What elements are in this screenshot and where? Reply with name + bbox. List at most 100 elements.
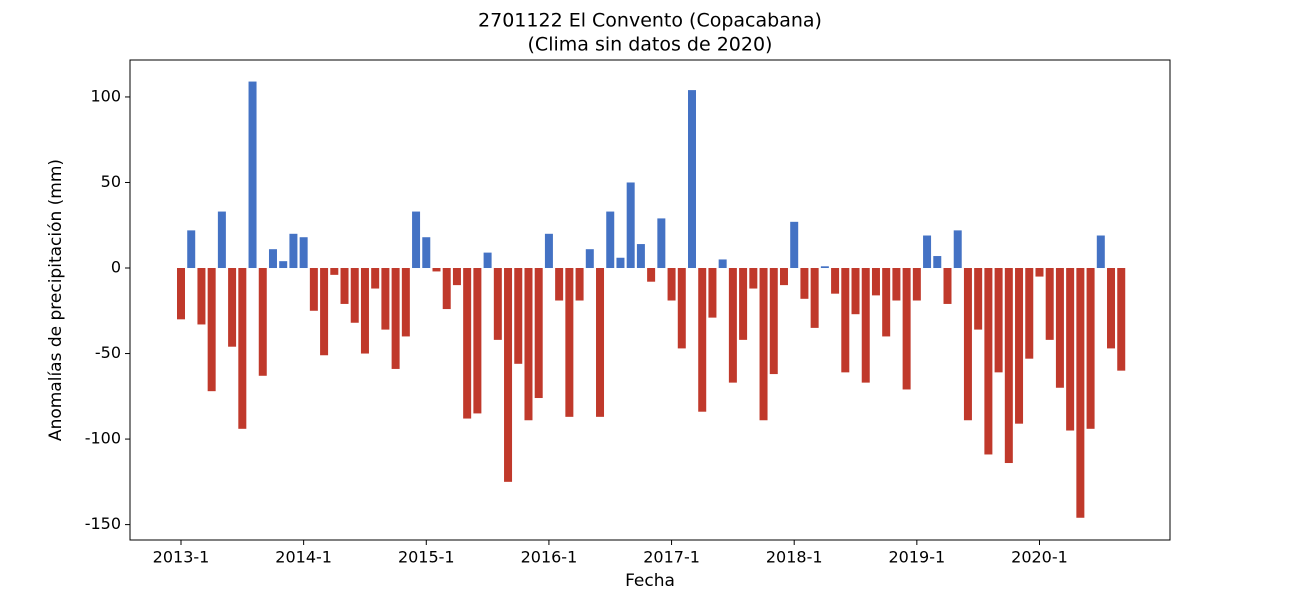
bar xyxy=(575,268,584,301)
bar xyxy=(718,259,727,269)
bar xyxy=(187,230,196,269)
bar xyxy=(452,268,461,286)
bar xyxy=(197,268,206,325)
bar xyxy=(177,268,185,320)
bar xyxy=(493,268,502,340)
bar xyxy=(851,268,860,315)
bar xyxy=(524,268,533,421)
chart-title: 2701122 El Convento (Copacabana) xyxy=(478,10,822,32)
bar xyxy=(268,249,277,269)
y-tick-label: 0 xyxy=(111,258,121,277)
x-tick-label: 2015-1 xyxy=(398,548,455,567)
bar xyxy=(422,237,431,269)
bar xyxy=(902,268,911,390)
bar xyxy=(473,268,482,414)
bar xyxy=(1004,268,1013,464)
bar xyxy=(463,268,472,419)
bar xyxy=(953,230,962,269)
bar xyxy=(360,268,369,354)
bar xyxy=(698,268,707,412)
chart-subtitle: (Clima sin datos de 2020) xyxy=(528,34,773,56)
bar xyxy=(299,237,308,269)
y-tick-label: 100 xyxy=(90,86,121,105)
bar xyxy=(320,268,329,356)
bar xyxy=(1025,268,1034,359)
bar xyxy=(739,268,748,340)
x-tick-label: 2020-1 xyxy=(1011,548,1068,567)
bar xyxy=(1055,268,1064,388)
bar xyxy=(217,211,226,269)
bar xyxy=(984,268,993,455)
bar xyxy=(800,268,809,299)
bar xyxy=(555,268,564,301)
bar xyxy=(1076,268,1085,518)
bar xyxy=(391,268,400,369)
bar xyxy=(831,268,840,294)
bar xyxy=(1096,235,1105,269)
bar xyxy=(1107,268,1116,349)
bar xyxy=(514,268,523,364)
x-tick-label: 2017-1 xyxy=(643,548,700,567)
bar xyxy=(381,268,390,330)
bar xyxy=(340,268,349,304)
bar xyxy=(606,211,615,269)
bar xyxy=(933,256,942,269)
bar xyxy=(1117,268,1126,371)
bar xyxy=(585,249,594,269)
bar xyxy=(534,268,543,399)
bar xyxy=(258,268,267,376)
bar xyxy=(728,268,737,383)
bar xyxy=(1035,268,1044,277)
bar xyxy=(677,268,686,349)
bar xyxy=(657,218,666,269)
bar xyxy=(1015,268,1024,424)
bar xyxy=(401,268,410,337)
y-tick-label: -150 xyxy=(85,514,121,533)
bar xyxy=(841,268,850,373)
y-axis-label: Anomalías de precipitación (mm) xyxy=(46,159,66,441)
bar xyxy=(289,233,298,269)
plot-frame xyxy=(129,59,1171,541)
bar xyxy=(1066,268,1075,431)
y-tick-label: -50 xyxy=(95,343,121,362)
x-tick-label: 2014-1 xyxy=(275,548,332,567)
bar xyxy=(442,268,451,310)
bar xyxy=(759,268,768,421)
x-tick-label: 2019-1 xyxy=(889,548,946,567)
bar xyxy=(882,268,891,337)
bar xyxy=(912,268,921,301)
x-tick-label: 2018-1 xyxy=(766,548,823,567)
bar xyxy=(626,182,635,269)
bar xyxy=(565,268,574,417)
x-tick-label: 2013-1 xyxy=(153,548,210,567)
bar xyxy=(974,268,983,330)
bar xyxy=(371,268,380,289)
bar xyxy=(923,235,932,269)
bar xyxy=(309,268,318,311)
bar xyxy=(963,268,972,421)
bar xyxy=(779,268,788,286)
bar xyxy=(238,268,247,429)
bar xyxy=(943,268,952,304)
bar xyxy=(544,233,553,269)
bar xyxy=(810,268,819,328)
bar xyxy=(790,221,799,269)
bar xyxy=(861,268,870,383)
x-axis-label: Fecha xyxy=(625,571,675,591)
bar xyxy=(749,268,758,289)
bar xyxy=(279,261,288,269)
bar xyxy=(432,268,441,272)
bar xyxy=(616,257,625,269)
bar xyxy=(483,252,492,269)
bar xyxy=(1086,268,1095,429)
bar xyxy=(871,268,880,296)
bar xyxy=(892,268,901,301)
y-tick-label: 50 xyxy=(101,172,121,191)
x-tick-label: 2016-1 xyxy=(521,548,578,567)
bar xyxy=(330,268,339,275)
bar xyxy=(207,268,216,392)
bar xyxy=(708,268,717,318)
bar xyxy=(994,268,1003,373)
bar xyxy=(1045,268,1054,340)
